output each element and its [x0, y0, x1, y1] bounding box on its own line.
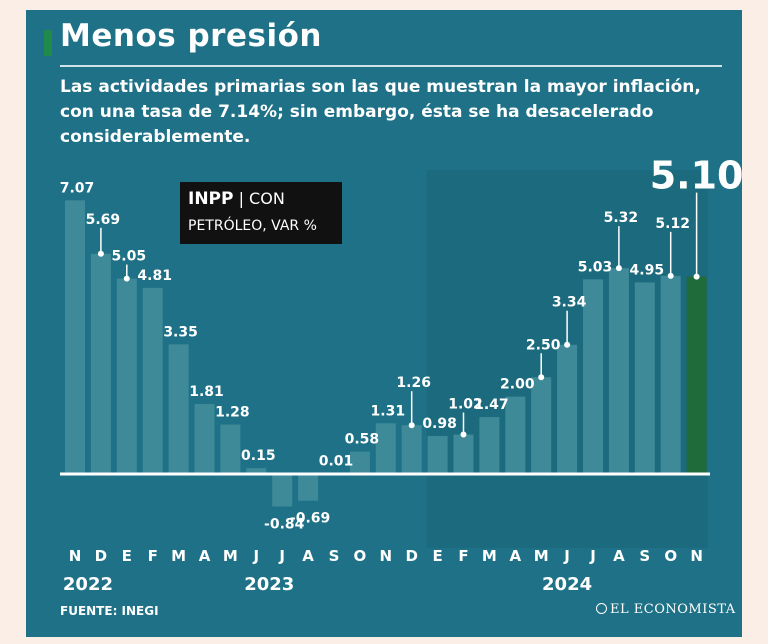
- chart-title: Menos presión: [60, 18, 322, 54]
- legend-label-rest: | CON: [238, 189, 285, 208]
- label-dot-13: [408, 422, 415, 429]
- value-label-15: 1.02: [448, 397, 483, 413]
- bar-12: [375, 423, 396, 474]
- month-tick-4: M: [171, 547, 186, 565]
- bar-8: [272, 474, 293, 507]
- label-dot-19: [564, 341, 571, 348]
- month-tick-24: N: [690, 547, 703, 565]
- value-label-0: 7.07: [60, 180, 95, 196]
- value-label-17: 2.00: [500, 377, 535, 393]
- value-label-24: 5.10: [650, 154, 744, 198]
- value-label-20: 5.03: [578, 259, 613, 275]
- brand-logo: EL ECONOMISTA: [596, 602, 736, 617]
- bar-16: [479, 417, 500, 474]
- label-dot-18: [538, 374, 545, 381]
- bar-11: [349, 451, 370, 474]
- month-tick-5: A: [199, 547, 211, 565]
- month-tick-15: F: [458, 547, 468, 565]
- source-note: FUENTE: INEGI: [60, 604, 159, 618]
- month-tick-20: J: [589, 547, 596, 565]
- value-label-2: 5.05: [112, 249, 147, 265]
- month-tick-17: A: [509, 547, 521, 565]
- label-dot-23: [667, 272, 674, 279]
- value-label-14: 0.98: [422, 416, 457, 432]
- bar-18: [531, 377, 552, 474]
- title-accent-bar: [44, 30, 52, 56]
- value-label-18: 2.50: [526, 337, 561, 353]
- value-label-9: -0.69: [290, 511, 330, 527]
- month-tick-9: A: [302, 547, 314, 565]
- bar-20: [583, 279, 603, 474]
- bar-19: [557, 344, 578, 474]
- month-tick-22: S: [639, 547, 650, 565]
- bar-7: [246, 468, 267, 474]
- value-label-16: 1.47: [474, 397, 509, 413]
- title-divider: [60, 65, 722, 67]
- bar-24: [686, 276, 707, 474]
- value-label-11: 0.58: [345, 432, 380, 448]
- chart-subtitle: Las actividades primarias son las que mu…: [60, 77, 701, 147]
- month-tick-10: S: [329, 547, 340, 565]
- month-tick-18: M: [534, 547, 549, 565]
- value-label-8: -0.84: [264, 517, 305, 533]
- label-dot-21: [615, 265, 622, 272]
- bar-13: [401, 425, 422, 474]
- label-dot-24: [693, 273, 700, 280]
- month-tick-19: J: [563, 547, 570, 565]
- label-dot-2: [123, 275, 130, 282]
- bar-1: [90, 253, 111, 474]
- month-tick-21: A: [613, 547, 625, 565]
- value-label-19: 3.34: [552, 295, 587, 311]
- month-tick-0: N: [69, 547, 82, 565]
- bar-0: [65, 200, 85, 475]
- value-label-5: 1.81: [189, 384, 224, 400]
- value-label-10: 0.01: [319, 454, 354, 470]
- month-tick-11: O: [354, 547, 367, 565]
- month-tick-1: D: [95, 547, 107, 565]
- month-tick-13: D: [405, 547, 417, 565]
- value-label-7: 0.15: [241, 448, 276, 464]
- month-tick-6: M: [223, 547, 238, 565]
- month-tick-16: M: [482, 547, 497, 565]
- month-tick-7: J: [253, 547, 260, 565]
- label-dot-1: [97, 250, 104, 257]
- month-tick-3: F: [148, 547, 158, 565]
- value-label-6: 1.28: [215, 404, 250, 420]
- bar-14: [427, 436, 448, 474]
- year-label-2024: 2024: [542, 574, 592, 595]
- bar-15: [453, 434, 474, 474]
- bar-2: [116, 278, 137, 474]
- year-label-2023: 2023: [244, 574, 294, 595]
- bar-5: [194, 403, 215, 474]
- bar-17: [505, 396, 526, 474]
- value-label-13: 1.26: [396, 375, 431, 391]
- month-tick-2: E: [122, 547, 132, 565]
- value-label-21: 5.32: [604, 210, 639, 226]
- year-label-2022: 2022: [63, 574, 113, 595]
- value-label-3: 4.81: [137, 268, 172, 284]
- bar-4: [168, 344, 189, 474]
- value-label-4: 3.35: [163, 324, 198, 340]
- label-dot-15: [460, 431, 467, 438]
- value-label-12: 1.31: [371, 403, 406, 419]
- bar-22: [634, 282, 655, 474]
- legend-label-line2: PETRÓLEO, VAR %: [188, 218, 317, 234]
- month-tick-12: N: [380, 547, 393, 565]
- brand-name: EL ECONOMISTA: [610, 602, 736, 617]
- legend-box: INPP | CON PETRÓLEO, VAR %: [180, 182, 342, 244]
- value-label-23: 5.12: [655, 216, 690, 232]
- bar-9: [298, 474, 319, 501]
- bar-23: [660, 275, 681, 474]
- bar-6: [220, 424, 241, 474]
- month-tick-23: O: [664, 547, 677, 565]
- value-label-1: 5.69: [86, 212, 121, 228]
- month-tick-14: E: [432, 547, 442, 565]
- globe-icon: [596, 603, 607, 614]
- bar-3: [142, 287, 163, 474]
- month-tick-8: J: [278, 547, 285, 565]
- legend-label-bold: INPP: [188, 189, 234, 209]
- bar-21: [608, 268, 629, 474]
- value-label-22: 4.95: [630, 262, 665, 278]
